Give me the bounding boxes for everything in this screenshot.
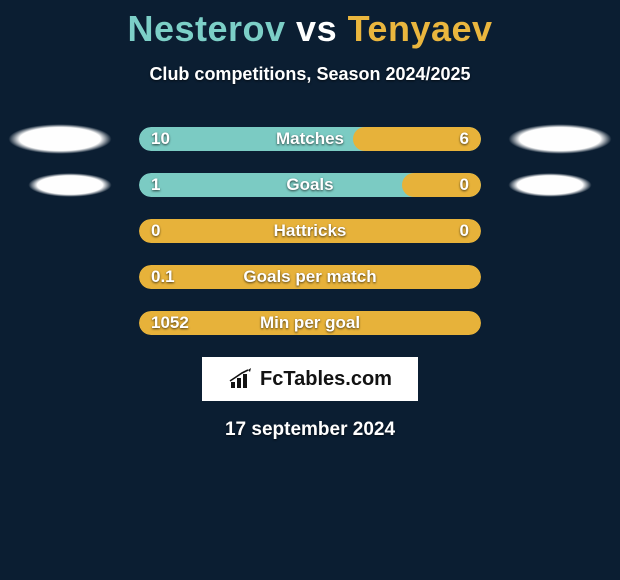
stat-value-left: 1052: [151, 313, 189, 333]
stat-bar: 1 Goals 0: [139, 173, 481, 197]
stat-bar: 1052 Min per goal: [139, 311, 481, 335]
stat-bar: 0 Hattricks 0: [139, 219, 481, 243]
stat-value-left: 10: [151, 129, 170, 149]
shadow-right-icon: [508, 173, 592, 197]
source-badge: FcTables.com: [202, 357, 418, 401]
stat-row-goals-per-match: 0.1 Goals per match: [0, 265, 620, 289]
date-text: 17 september 2024: [0, 419, 620, 441]
shadow-left-icon: [28, 173, 112, 197]
stat-label: Hattricks: [274, 221, 347, 241]
stat-value-right: 6: [460, 129, 469, 149]
infographic-container: Nesterov vs Tenyaev Club competitions, S…: [0, 0, 620, 441]
bar-fill: [402, 173, 481, 197]
player1-name: Nesterov: [127, 8, 285, 49]
stat-label: Goals per match: [243, 267, 376, 287]
stat-label: Goals: [286, 175, 333, 195]
stat-bar: 10 Matches 6: [139, 127, 481, 151]
stat-value-left: 0: [151, 221, 160, 241]
vs-text: vs: [296, 8, 337, 49]
shadow-right-icon: [508, 124, 612, 154]
stats-list: 10 Matches 6 1 Goals 0 0 Hattricks 0: [0, 127, 620, 335]
stat-value-right: 0: [460, 221, 469, 241]
stat-value-right: 0: [460, 175, 469, 195]
subtitle: Club competitions, Season 2024/2025: [0, 64, 620, 85]
stat-label: Min per goal: [260, 313, 360, 333]
badge-text: FcTables.com: [260, 368, 392, 391]
title: Nesterov vs Tenyaev: [0, 8, 620, 50]
stat-bar: 0.1 Goals per match: [139, 265, 481, 289]
stat-label: Matches: [276, 129, 344, 149]
stat-row-matches: 10 Matches 6: [0, 127, 620, 151]
player2-name: Tenyaev: [348, 8, 493, 49]
stat-value-left: 0.1: [151, 267, 175, 287]
stat-row-min-per-goal: 1052 Min per goal: [0, 311, 620, 335]
bar-chart-icon: [228, 368, 254, 390]
stat-row-hattricks: 0 Hattricks 0: [0, 219, 620, 243]
shadow-left-icon: [8, 124, 112, 154]
stat-row-goals: 1 Goals 0: [0, 173, 620, 197]
stat-value-left: 1: [151, 175, 160, 195]
